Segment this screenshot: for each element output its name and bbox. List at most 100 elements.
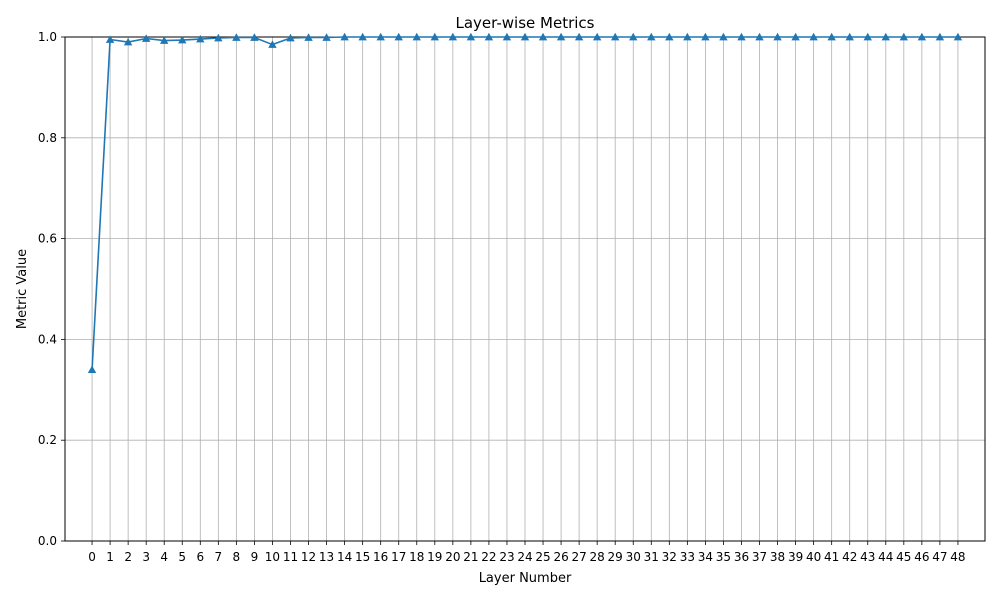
data-point <box>755 32 764 41</box>
x-tick-label: 1 <box>106 550 114 564</box>
x-tick-label: 20 <box>445 550 460 564</box>
x-tick-label: 16 <box>373 550 388 564</box>
x-tick-label: 39 <box>788 550 803 564</box>
data-point <box>87 365 97 373</box>
x-tick-label: 42 <box>842 550 857 564</box>
data-point <box>250 33 259 41</box>
x-tick-label: 35 <box>716 550 731 564</box>
data-point <box>556 32 566 41</box>
x-tick-label: 5 <box>178 550 186 564</box>
x-tick-label: 2 <box>124 550 132 564</box>
data-point <box>538 32 548 41</box>
x-tick-label: 9 <box>251 550 259 564</box>
x-tick-label: 19 <box>427 550 442 564</box>
x-tick-label: 15 <box>355 550 370 564</box>
data-point <box>466 32 476 41</box>
data-point <box>484 32 494 41</box>
data-point <box>881 32 890 41</box>
y-tick-label: 0.6 <box>38 232 57 246</box>
x-tick-label: 17 <box>391 550 406 564</box>
data-point <box>935 32 945 41</box>
data-point <box>520 32 530 41</box>
x-tick-label: 23 <box>499 550 514 564</box>
data-point <box>214 33 223 42</box>
x-tick-label: 36 <box>734 550 749 564</box>
x-tick-label: 46 <box>914 550 929 564</box>
x-tick-label: 30 <box>626 550 641 564</box>
data-point <box>105 35 115 43</box>
y-tick-label: 0.0 <box>38 534 57 548</box>
data-point <box>665 32 674 41</box>
x-tick-label: 26 <box>553 550 568 564</box>
x-tick-label: 3 <box>142 550 150 564</box>
x-tick-label: 45 <box>896 550 911 564</box>
data-point <box>232 33 241 41</box>
x-tick-label: 25 <box>535 550 550 564</box>
data-point <box>791 32 800 41</box>
y-tick-label: 0.8 <box>38 131 57 145</box>
x-tick-label: 14 <box>337 550 352 564</box>
data-point <box>629 32 638 41</box>
x-tick-label: 18 <box>409 550 424 564</box>
series-layer <box>87 32 963 373</box>
x-tick-label: 44 <box>878 550 893 564</box>
data-point <box>683 32 692 41</box>
data-point <box>953 32 963 41</box>
x-tick-label: 34 <box>698 550 713 564</box>
x-tick-label: 6 <box>196 550 204 564</box>
x-tick-label: 8 <box>233 550 241 564</box>
data-point <box>899 32 909 41</box>
data-point <box>917 32 927 41</box>
x-tick-label: 0 <box>88 550 96 564</box>
x-tick-label: 37 <box>752 550 767 564</box>
data-point <box>376 32 385 41</box>
data-point <box>845 32 854 41</box>
data-point <box>196 34 205 43</box>
data-point <box>412 32 421 41</box>
x-tick-label: 10 <box>265 550 280 564</box>
x-tick-label: 13 <box>319 550 334 564</box>
x-tick-label: 27 <box>571 550 586 564</box>
data-point <box>340 32 349 41</box>
x-tick-label: 24 <box>517 550 532 564</box>
data-point <box>304 33 313 41</box>
data-point <box>286 33 295 42</box>
x-tick-label: 4 <box>160 550 168 564</box>
x-tick-label: 47 <box>932 550 947 564</box>
data-point <box>358 32 367 41</box>
data-point <box>430 32 440 41</box>
x-tick-label: 12 <box>301 550 316 564</box>
data-point <box>123 37 133 46</box>
data-point <box>592 32 602 41</box>
y-axis-ticks: 0.0 0.2 0.4 0.6 0.8 1.0 <box>38 30 65 548</box>
data-point <box>574 32 584 41</box>
x-tick-label: 40 <box>806 550 821 564</box>
x-tick-label: 48 <box>950 550 965 564</box>
x-tick-label: 41 <box>824 550 839 564</box>
data-point <box>647 32 656 41</box>
data-point <box>737 32 746 41</box>
data-point <box>701 32 710 41</box>
data-point <box>141 34 151 42</box>
data-point <box>863 32 872 41</box>
x-tick-label: 38 <box>770 550 785 564</box>
x-tick-label: 31 <box>644 550 659 564</box>
x-tick-label: 11 <box>283 550 298 564</box>
x-axis-ticks: 0 1 2 3 4 5 6 7 8 9 10 11 12 13 14 15 16 17 18 19 20 21 22 23 24… <box>88 541 966 564</box>
x-tick-label: 43 <box>860 550 875 564</box>
data-point <box>268 40 277 48</box>
y-tick-label: 0.2 <box>38 433 57 447</box>
grid-lines <box>65 36 985 542</box>
x-tick-label: 21 <box>463 550 478 564</box>
data-point <box>827 32 836 41</box>
data-point <box>160 36 169 44</box>
x-tick-label: 28 <box>590 550 605 564</box>
x-tick-label: 32 <box>662 550 677 564</box>
data-point <box>773 32 782 41</box>
data-point <box>719 32 728 41</box>
data-point <box>394 32 403 41</box>
data-point <box>610 32 620 41</box>
x-tick-label: 7 <box>215 550 223 564</box>
y-axis-label: Metric Value <box>15 249 30 329</box>
